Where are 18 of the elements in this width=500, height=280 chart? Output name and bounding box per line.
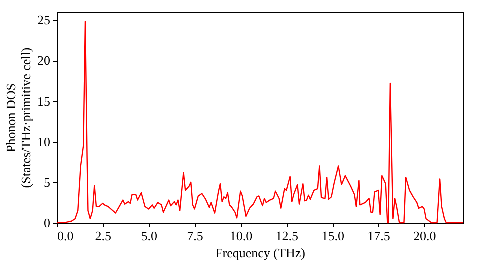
line-series: [56, 21, 464, 224]
x-tick-label: 5.0: [141, 228, 158, 244]
y-tick-label: 15: [38, 94, 50, 109]
x-tick-label: 12.5: [276, 228, 299, 244]
x-tick-label: 20.0: [414, 228, 436, 244]
y-tick-label: 25: [38, 12, 50, 28]
y-tick-label: 5: [44, 174, 50, 190]
x-tick-label: 0.0: [58, 228, 74, 244]
x-tick-label: 15.0: [322, 228, 344, 244]
x-tick-label: 7.5: [187, 228, 204, 244]
y-axis-title: Phonon DOS (States/THz·primitive cell): [4, 48, 34, 188]
y-tick-label: 0: [44, 216, 50, 230]
x-tick-label: 2.5: [95, 228, 112, 244]
x-axis-title: Frequency (THz): [216, 246, 306, 260]
x-tick-label: 17.5: [368, 228, 390, 244]
y-tick-label: 10: [38, 134, 50, 150]
x-tick-label: 10.0: [230, 228, 253, 244]
y-tick-label: 20: [38, 53, 50, 68]
